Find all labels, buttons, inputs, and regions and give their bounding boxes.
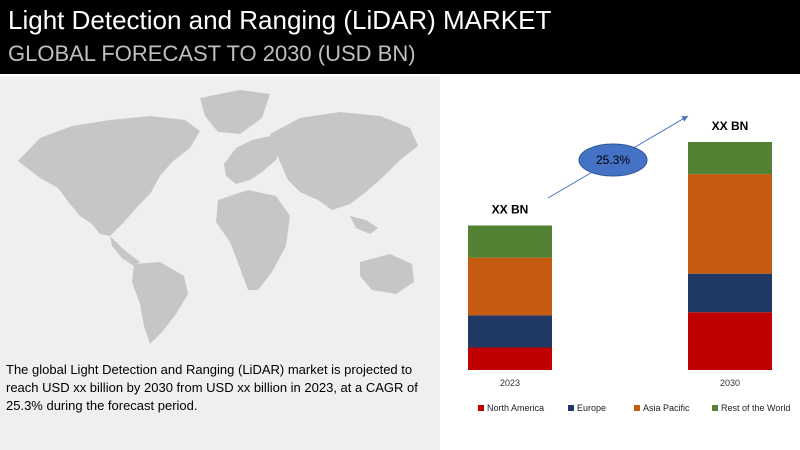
africa-shape xyxy=(216,190,290,290)
market-description: The global Light Detection and Ranging (… xyxy=(6,362,418,413)
legend-swatch xyxy=(712,405,718,411)
bar-segment-2023-0 xyxy=(468,347,552,370)
legend-label: North America xyxy=(487,403,544,413)
bar-segment-2023-3 xyxy=(468,225,552,258)
south-america-shape xyxy=(132,262,188,344)
bar-stacks: XX BN 2023 XX BN 2030 xyxy=(468,119,772,388)
central-america-shape xyxy=(110,236,140,266)
cagr-bubble xyxy=(578,143,648,177)
cagr-label: 25.3% xyxy=(596,153,630,167)
europe-shape xyxy=(224,136,282,184)
page-title: Light Detection and Ranging (LiDAR) MARK… xyxy=(8,5,552,35)
north-america-shape xyxy=(18,116,200,236)
legend-label: Asia Pacific xyxy=(643,403,690,413)
asia-shape xyxy=(270,112,418,210)
stacked-bar-chart: XX BN 2023 XX BN 2030 25.3% North America Eu… xyxy=(468,115,790,413)
greenland-shape xyxy=(200,90,270,134)
australia-shape xyxy=(360,254,414,294)
bar-segment-2030-2 xyxy=(688,174,772,274)
world-map-image xyxy=(18,90,418,344)
left-panel: The global Light Detection and Ranging (… xyxy=(0,76,440,450)
bar-total-label: XX BN xyxy=(492,202,529,216)
page-subtitle: GLOBAL FORECAST TO 2030 (USD BN) xyxy=(8,41,416,66)
legend-swatch xyxy=(634,405,640,411)
bar-segment-2023-2 xyxy=(468,257,552,316)
bar-segment-2030-3 xyxy=(688,142,772,175)
bar-total-label: XX BN xyxy=(712,119,749,133)
legend-swatch xyxy=(478,405,484,411)
legend-label: Europe xyxy=(577,403,606,413)
legend-swatch xyxy=(568,405,574,411)
x-tick-label: 2030 xyxy=(720,378,740,388)
chart-legend: North America Europe Asia Pacific Rest of t… xyxy=(478,403,790,413)
legend-label: Rest of the World xyxy=(721,403,790,413)
header-banner: Light Detection and Ranging (LiDAR) MARK… xyxy=(0,0,800,74)
bar-segment-2030-1 xyxy=(688,273,772,313)
bar-segment-2030-0 xyxy=(688,312,772,370)
bar-segment-2023-1 xyxy=(468,315,552,348)
x-tick-label: 2023 xyxy=(500,378,520,388)
southeast-asia-shape xyxy=(350,216,378,234)
